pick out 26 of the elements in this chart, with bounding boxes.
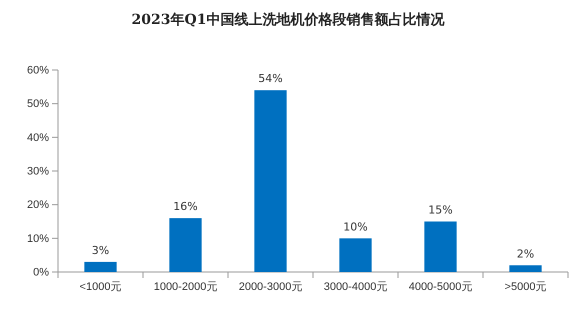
y-tick-label: 10%	[26, 232, 50, 245]
x-tick-label: 1000-2000元	[154, 280, 218, 293]
data-label: 15%	[428, 204, 453, 216]
x-tick-label: 4000-5000元	[408, 280, 472, 293]
bar	[169, 218, 202, 272]
x-tick-label: <1000元	[80, 280, 122, 293]
y-tick-label: 30%	[26, 166, 50, 178]
y-tick-label: 60%	[26, 64, 50, 77]
data-label: 3%	[92, 244, 110, 257]
x-tick-label: 3000-4000元	[324, 280, 388, 293]
y-tick-label: 40%	[26, 132, 50, 144]
bar	[84, 262, 117, 272]
x-tick-label: >5000元	[504, 280, 546, 293]
bar	[339, 238, 372, 272]
data-label: 2%	[516, 247, 534, 260]
x-tick-label: 2000-3000元	[238, 280, 302, 293]
chart-title: 2023年Q1中国线上洗地机价格段销售额占比情况	[132, 11, 446, 28]
y-tick-label: 20%	[26, 199, 50, 212]
y-tick-label: 0%	[33, 266, 50, 279]
data-label: 16%	[173, 200, 198, 214]
y-tick-label: 50%	[26, 98, 50, 110]
bar	[509, 265, 542, 272]
bar	[254, 90, 287, 272]
data-label: 54%	[258, 72, 283, 86]
bar	[424, 222, 457, 272]
data-label: 10%	[343, 220, 368, 234]
